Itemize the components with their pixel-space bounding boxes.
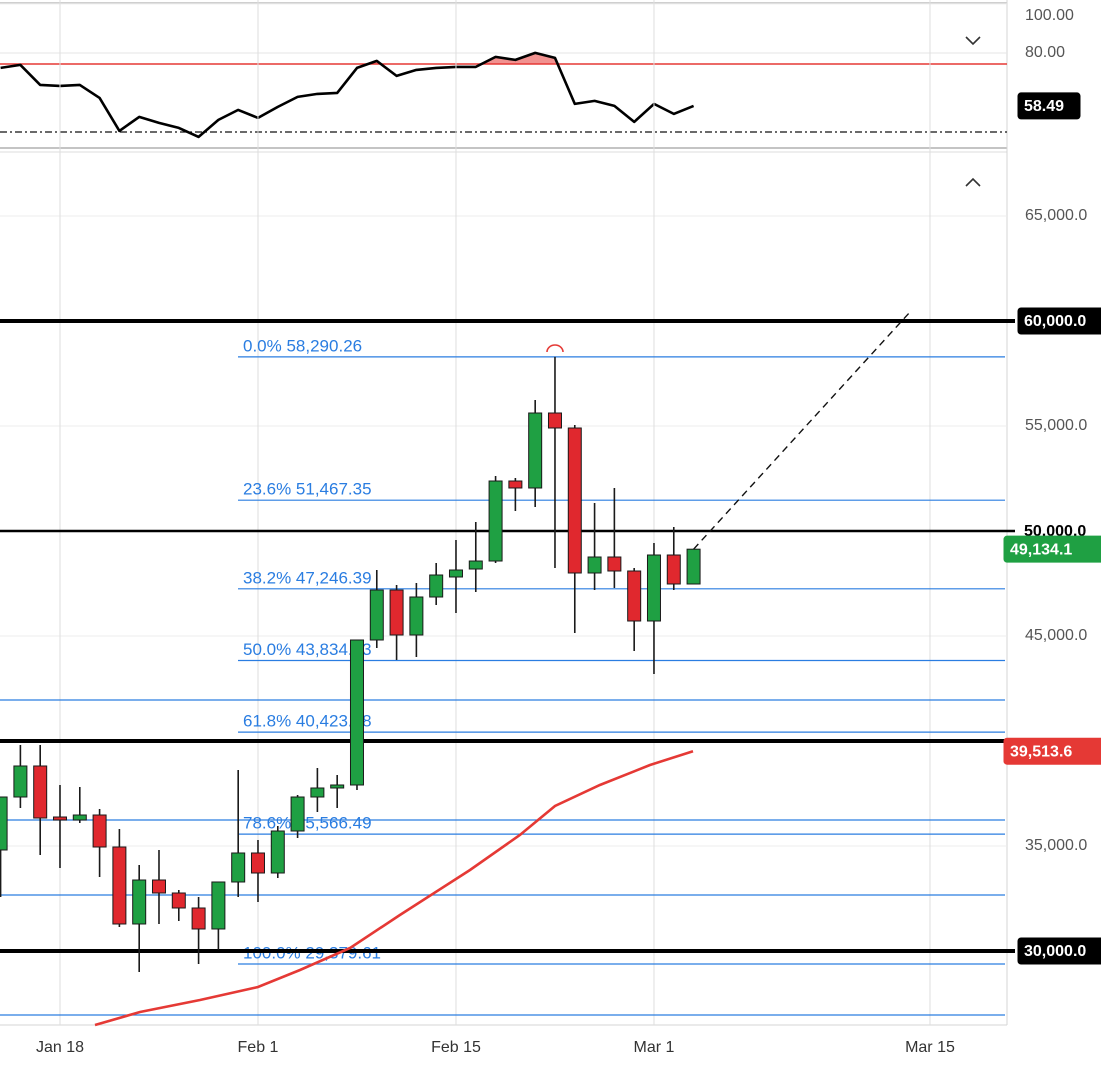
fib-label: 78.6% 35,566.49 xyxy=(243,814,372,833)
fib-label: 61.8% 40,423.48 xyxy=(243,712,372,731)
candle-body xyxy=(92,814,107,848)
candle-body xyxy=(72,814,87,821)
x-tick-label: Mar 1 xyxy=(634,1039,675,1056)
candle-body xyxy=(587,556,602,574)
candle-body xyxy=(369,589,384,641)
fib-label: 38.2% 47,246.39 xyxy=(243,568,372,587)
candle-body xyxy=(132,879,147,925)
candle-body xyxy=(349,639,364,786)
level-badge xyxy=(1017,307,1101,335)
last-price-badge-label: 49,134.1 xyxy=(1010,541,1072,558)
candle-body xyxy=(33,765,48,819)
candle-body xyxy=(191,907,206,930)
rsi-last-badge-label: 58.49 xyxy=(1024,98,1064,115)
fib-label: 100.0% 29,379.61 xyxy=(243,944,381,963)
candle-body xyxy=(151,879,166,894)
candle-body xyxy=(448,569,463,578)
level-badge-label: 60,000.0 xyxy=(1024,313,1086,330)
fib-label: 0.0% 58,290.26 xyxy=(243,336,362,355)
candle-body xyxy=(567,427,582,574)
fib-label: 23.6% 51,467.35 xyxy=(243,480,372,499)
candle-body xyxy=(52,816,67,821)
candle-body xyxy=(468,560,483,570)
rsi-last-badge xyxy=(1017,92,1081,120)
collapse-button[interactable] xyxy=(965,177,981,187)
candle-body xyxy=(231,852,246,883)
candle-body xyxy=(686,548,701,585)
candle-body xyxy=(409,596,424,636)
trendline xyxy=(693,311,911,550)
candle-body xyxy=(13,765,28,798)
peak-marker xyxy=(546,344,564,353)
rsi-line xyxy=(0,51,695,139)
last-price-badge xyxy=(1003,535,1101,563)
candle-body xyxy=(290,796,305,832)
x-tick-label: Feb 15 xyxy=(431,1039,481,1056)
candle-body xyxy=(310,787,325,798)
level-badge xyxy=(1017,937,1101,965)
candle-body xyxy=(528,412,543,489)
y-tick-label: 80.00 xyxy=(1025,44,1065,61)
y-tick-label: 55,000.0 xyxy=(1025,417,1087,434)
candle-body xyxy=(646,554,661,622)
candle-body xyxy=(211,881,226,930)
x-tick-label: Mar 15 xyxy=(905,1039,955,1056)
collapse-button[interactable] xyxy=(965,36,981,46)
candle-body xyxy=(666,554,681,585)
fib-label: 50.0% 43,834.93 xyxy=(243,640,372,659)
ma-last-badge xyxy=(1003,737,1101,765)
candle-body xyxy=(250,852,265,874)
candle-body xyxy=(547,412,562,429)
moving-average xyxy=(94,749,694,1027)
ma-last-badge-label: 39,513.6 xyxy=(1010,743,1072,760)
candle-body xyxy=(330,784,345,789)
overbought-fill xyxy=(0,52,694,65)
level-badge-label: 30,000.0 xyxy=(1024,943,1086,960)
candle-body xyxy=(627,570,642,622)
candle-body xyxy=(171,892,186,909)
candle-body xyxy=(0,796,8,851)
y-tick-label: 35,000.0 xyxy=(1025,837,1087,854)
candle-body xyxy=(429,574,444,598)
candle-body xyxy=(488,480,503,562)
x-tick-label: Jan 18 xyxy=(36,1039,84,1056)
candle-body xyxy=(270,830,285,874)
y-tick-label: 45,000.0 xyxy=(1025,627,1087,644)
candle-body xyxy=(389,589,404,636)
x-tick-label: Feb 1 xyxy=(238,1039,279,1056)
y-tick-label: 65,000.0 xyxy=(1025,207,1087,224)
y-tick-label: 100.00 xyxy=(1025,7,1074,24)
candle-body xyxy=(607,556,622,572)
candle-body xyxy=(112,846,127,925)
candle-body xyxy=(508,480,523,489)
